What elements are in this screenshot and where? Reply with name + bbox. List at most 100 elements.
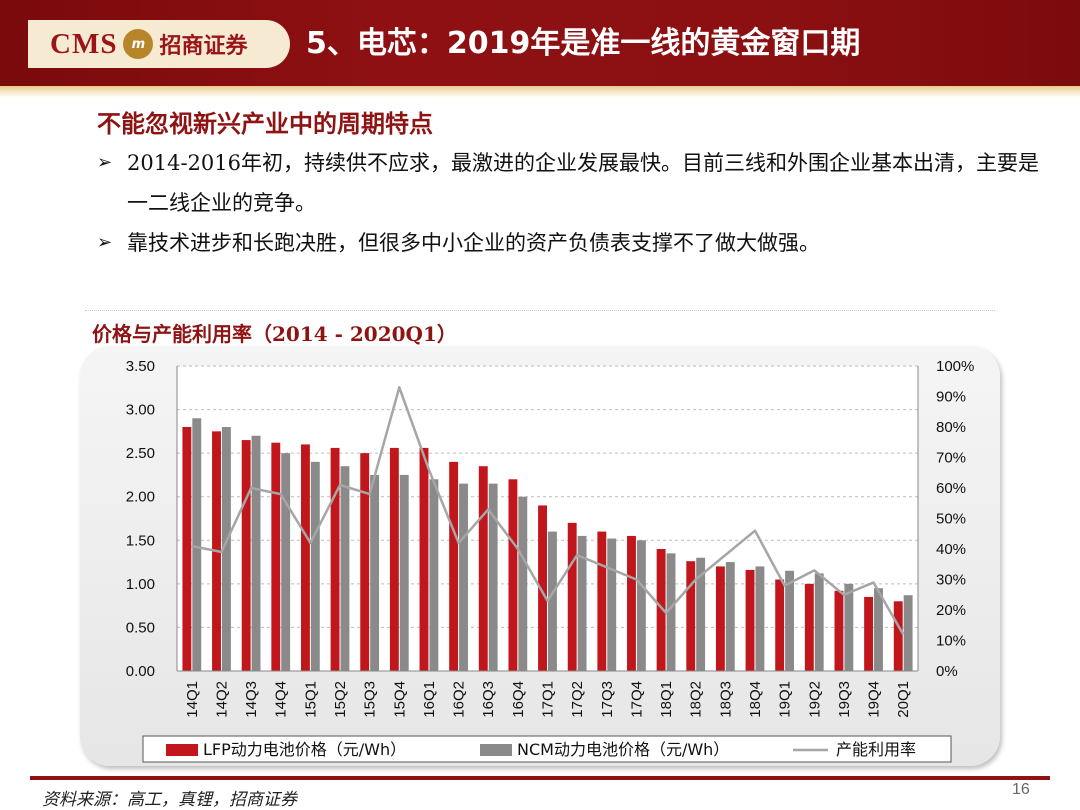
bar-ncm xyxy=(221,427,231,671)
bar-lfp xyxy=(627,535,636,671)
arrow-bullet-icon: ➢ xyxy=(97,232,113,253)
bar-ncm xyxy=(459,483,468,671)
bar-lfp xyxy=(360,453,370,671)
series-line-utilization xyxy=(191,386,905,636)
y-left-tick-label: 0.00 xyxy=(126,663,155,680)
bar-ncm xyxy=(488,483,498,671)
bar-lfp xyxy=(449,461,459,671)
bar-ncm xyxy=(429,479,439,671)
bar-lfp xyxy=(656,549,666,671)
bar-lfp xyxy=(686,561,696,671)
bar-ncm xyxy=(310,461,320,671)
bar-lfp xyxy=(893,601,903,671)
bar-lfp xyxy=(775,579,785,671)
bar-ncm xyxy=(340,466,350,671)
x-tick-label: 18Q2 xyxy=(688,681,705,718)
x-tick-label: 15Q4 xyxy=(391,681,408,718)
bullet-text: 2014-2016年初，持续供不应求，最激进的企业发展最快。目前三线和外围企业基… xyxy=(127,151,1039,215)
y-left-tick-label: 1.50 xyxy=(126,532,155,549)
bar-ncm xyxy=(370,474,380,671)
bar-ncm xyxy=(548,531,557,671)
bar-ncm xyxy=(755,566,765,671)
section-subtitle: 不能忽视新兴产业中的周期特点 xyxy=(97,109,433,138)
y-left-tick-label: 3.50 xyxy=(126,358,155,375)
x-tick-label: 16Q3 xyxy=(480,681,497,718)
y-right-tick-label: 10% xyxy=(936,633,966,650)
x-tick-label: 19Q4 xyxy=(866,681,883,718)
bar-lfp xyxy=(389,447,399,671)
y-right-tick-label: 70% xyxy=(936,450,966,467)
header-gold-stripe xyxy=(0,86,1080,98)
legend-swatch-ncm xyxy=(480,744,512,756)
bar-ncm xyxy=(518,496,528,671)
bar-lfp xyxy=(330,447,340,671)
bar-lfp xyxy=(271,442,281,671)
bar-ncm xyxy=(666,553,676,671)
x-tick-label: 17Q2 xyxy=(569,681,586,718)
x-tick-label: 17Q3 xyxy=(599,681,616,718)
bullet-text: 靠技术进步和长跑决胜，但很多中小企业的资产负债表支撑不了做大做强。 xyxy=(127,231,820,255)
y-left-tick-label: 1.00 xyxy=(126,576,155,593)
bar-lfp xyxy=(804,583,814,671)
bar-ncm xyxy=(399,474,409,671)
logo-company-name: 招商证券 xyxy=(159,33,248,59)
x-tick-label: 19Q2 xyxy=(806,681,823,718)
bar-lfp xyxy=(864,596,874,671)
x-tick-label: 14Q4 xyxy=(273,681,290,718)
bar-ncm xyxy=(281,453,291,671)
x-tick-label: 14Q3 xyxy=(243,681,260,718)
bar-ncm xyxy=(192,418,202,671)
bar-ncm xyxy=(696,557,706,671)
bar-lfp xyxy=(419,447,429,671)
y-left-tick-label: 3.00 xyxy=(126,402,155,419)
cms-logo: CMS m 招商证券 xyxy=(28,20,290,68)
bar-lfp xyxy=(182,427,192,671)
legend-swatch-lfp xyxy=(166,744,198,756)
y-right-tick-label: 0% xyxy=(936,663,958,680)
x-tick-label: 14Q1 xyxy=(184,681,201,718)
plot-area xyxy=(177,366,918,671)
bar-lfp xyxy=(478,466,488,671)
legend-label-lfp: LFP动力电池价格（元/Wh） xyxy=(203,740,406,759)
x-tick-label: 16Q2 xyxy=(451,681,468,718)
page-number: 16 xyxy=(1012,781,1030,798)
bar-lfp xyxy=(597,531,607,671)
bar-ncm xyxy=(725,562,735,671)
x-tick-label: 15Q1 xyxy=(302,681,319,718)
x-tick-label: 19Q1 xyxy=(777,681,794,718)
x-tick-label: 17Q1 xyxy=(540,681,557,718)
y-right-tick-label: 100% xyxy=(936,358,974,375)
legend-label-utilization: 产能利用率 xyxy=(836,740,916,759)
x-tick-label: 15Q2 xyxy=(332,681,349,718)
y-left-tick-label: 2.50 xyxy=(126,445,155,462)
bar-lfp xyxy=(567,522,577,671)
x-tick-label: 14Q2 xyxy=(214,681,231,718)
arrow-bullet-icon: ➢ xyxy=(97,152,113,173)
chart-title: 价格与产能利用率（2014 - 2020Q1） xyxy=(92,322,457,346)
x-tick-label: 17Q4 xyxy=(628,681,645,718)
divider xyxy=(85,310,995,311)
legend-label-ncm: NCM动力电池价格（元/Wh） xyxy=(517,740,729,759)
x-tick-label: 18Q4 xyxy=(747,681,764,718)
bar-ncm xyxy=(251,435,261,671)
x-tick-label: 16Q1 xyxy=(421,681,438,718)
bar-lfp xyxy=(538,505,547,671)
x-tick-label: 18Q3 xyxy=(717,681,734,718)
y-right-tick-label: 30% xyxy=(936,572,966,589)
x-tick-label: 15Q3 xyxy=(362,681,379,718)
bar-ncm xyxy=(577,535,587,671)
x-tick-label: 19Q3 xyxy=(836,681,853,718)
y-right-tick-label: 80% xyxy=(936,419,966,436)
logo-cms-text: CMS xyxy=(50,27,118,60)
bar-ncm xyxy=(874,588,883,671)
y-right-tick-label: 60% xyxy=(936,480,966,497)
bar-lfp xyxy=(300,444,310,671)
bar-lfp xyxy=(834,590,844,671)
footer-rule xyxy=(30,776,1050,780)
bar-ncm xyxy=(903,595,913,671)
bullet-item: ➢ 2014-2016年初，持续供不应求，最激进的企业发展最快。目前三线和外围企… xyxy=(97,143,1057,223)
bar-lfp xyxy=(508,479,518,671)
bullet-list: ➢ 2014-2016年初，持续供不应求，最激进的企业发展最快。目前三线和外围企… xyxy=(97,143,1057,263)
bar-ncm xyxy=(844,583,854,671)
